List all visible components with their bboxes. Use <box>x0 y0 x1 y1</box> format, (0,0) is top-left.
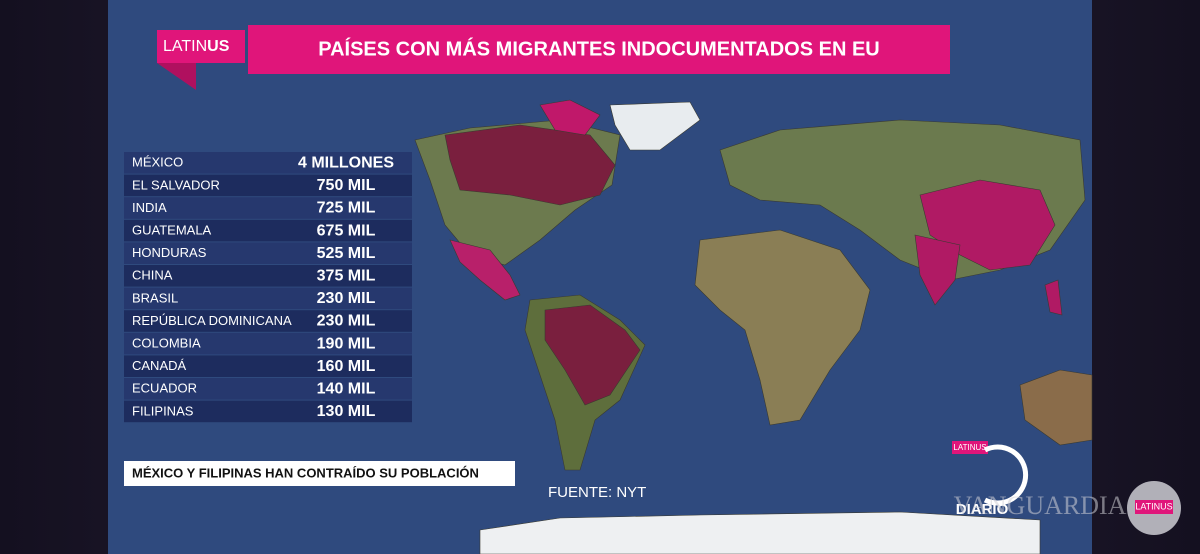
migrants: 230 MIL <box>317 290 376 307</box>
table-row <box>124 332 412 355</box>
watermark-badge-text: LATINUS <box>1135 501 1172 511</box>
migrants: 130 MIL <box>317 403 376 420</box>
show-name: DIARIO <box>956 501 1009 518</box>
africa <box>694 229 871 426</box>
note-box <box>124 461 515 486</box>
logo: LATINUS <box>163 38 230 55</box>
migrants: 190 MIL <box>317 335 376 352</box>
migrants: 725 MIL <box>317 200 376 217</box>
migrants: 525 MIL <box>317 245 376 262</box>
country: COLOMBIA <box>132 336 201 351</box>
brazil <box>544 304 641 406</box>
table-row <box>124 400 412 423</box>
corner-logo-arc <box>983 444 1029 506</box>
country: MÉXICO <box>132 155 183 170</box>
table: MÉXICO 4 MILLONES EL SALVADOR 750 MIL INDIA 7… <box>124 152 412 423</box>
migrants: 4 MILLONES <box>298 155 394 172</box>
migrants: 750 MIL <box>317 177 376 194</box>
table-row <box>124 310 412 332</box>
table-row <box>124 265 412 287</box>
greenland <box>609 101 701 151</box>
table-row <box>124 219 412 242</box>
watermark: VANGUARDIA <box>954 491 1127 520</box>
country: HONDURAS <box>132 245 207 260</box>
table-row <box>124 152 412 174</box>
australia <box>1019 369 1093 446</box>
country: ECUADOR <box>132 381 197 396</box>
table-row <box>124 174 412 197</box>
migrants: 160 MIL <box>317 358 376 375</box>
note: MÉXICO Y FILIPINAS HAN CONTRAÍDO SU POBL… <box>132 465 479 480</box>
logo-tail <box>157 63 196 90</box>
table-row <box>124 197 412 219</box>
source: FUENTE: NYT <box>548 484 646 501</box>
world-map <box>414 99 1093 554</box>
country: CHINA <box>132 268 173 283</box>
country: BRASIL <box>132 290 178 305</box>
migrants: 140 MIL <box>317 381 376 398</box>
corner-logo-box <box>952 441 988 454</box>
india <box>914 234 961 306</box>
country: CANADÁ <box>132 358 187 373</box>
logo-part: LATIN <box>163 38 207 55</box>
country: INDIA <box>132 200 167 215</box>
corner-logo: LATINUS <box>953 443 986 452</box>
logo-part: US <box>207 38 230 55</box>
table-row <box>124 242 412 264</box>
migrants: 230 MIL <box>317 313 376 330</box>
migrants: 375 MIL <box>317 268 376 285</box>
logo-box <box>157 30 245 63</box>
title-bar <box>248 25 950 74</box>
mexico <box>449 239 521 301</box>
watermark-badge-box <box>1135 500 1173 514</box>
table-row <box>124 355 412 377</box>
country: REPÚBLICA DOMINICANA <box>132 313 292 328</box>
country: FILIPINAS <box>132 403 194 418</box>
table-row <box>124 287 412 310</box>
antarctica <box>479 511 1041 554</box>
philippines <box>1044 279 1063 316</box>
country: EL SALVADOR <box>132 177 220 192</box>
country: GUATEMALA <box>132 223 212 238</box>
title: PAÍSES CON MÁS MIGRANTES INDOCUMENTADOS … <box>318 37 880 60</box>
table-row <box>124 378 412 400</box>
migrants: 675 MIL <box>317 222 376 239</box>
arctic-islands <box>539 99 601 136</box>
